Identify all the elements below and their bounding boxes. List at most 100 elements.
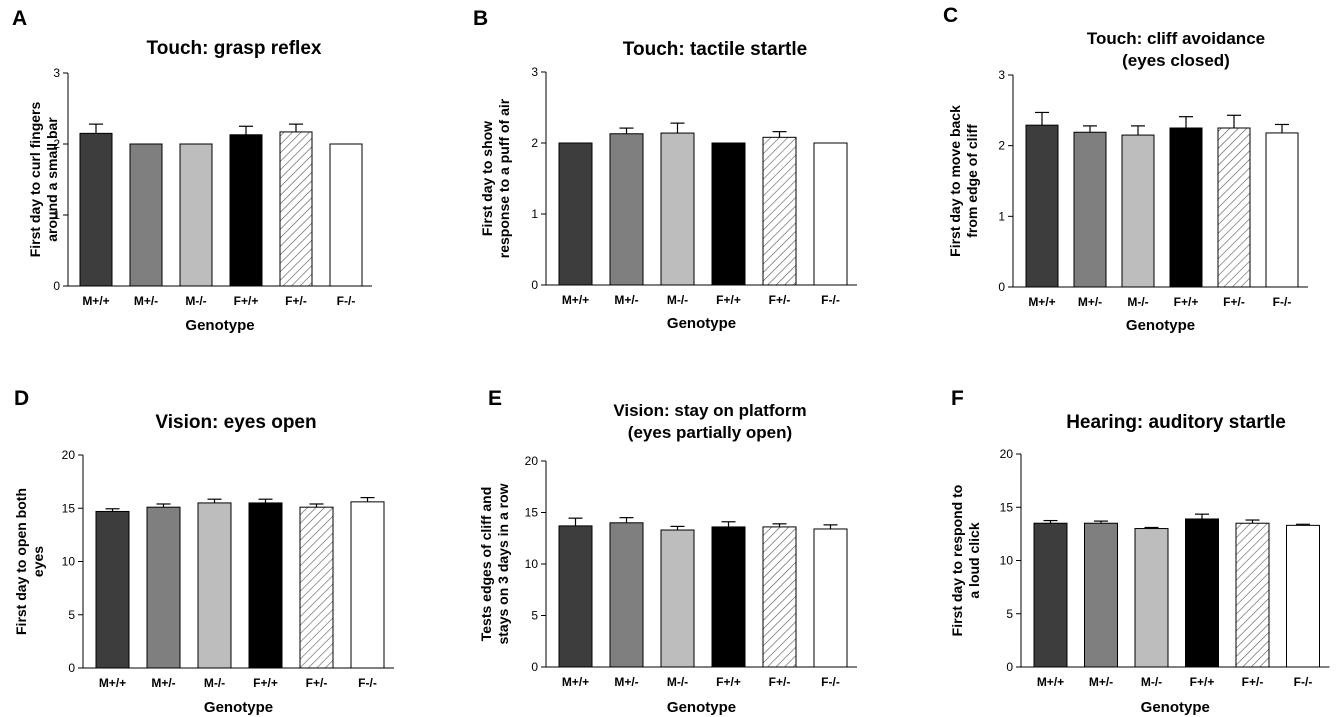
- y-axis-label: eyes: [30, 546, 46, 577]
- bar-Fpm: [279, 131, 313, 287]
- x-category-label: F-/-: [821, 293, 840, 307]
- panel-letter: F: [951, 387, 964, 410]
- x-category-label: M+/+: [1037, 675, 1064, 689]
- bar-Fpm: [1217, 127, 1251, 288]
- x-category-label: F+/-: [1223, 295, 1245, 309]
- bar-Mpm: [1073, 131, 1107, 288]
- bar-Fp+: [248, 502, 283, 669]
- y-tick-label: 20: [62, 448, 76, 462]
- bar-Mp+: [1025, 124, 1059, 288]
- x-axis-label: Genotype: [667, 699, 736, 716]
- y-tick-label: 0: [531, 660, 538, 674]
- panel-letter: B: [473, 7, 488, 30]
- y-tick-label: 0: [531, 278, 538, 292]
- x-category-label: M+/-: [614, 675, 638, 689]
- bar-Fpm: [762, 136, 797, 286]
- chart-panel-c: C Touch: cliff avoidance (eyes closed) Firs…: [943, 4, 1308, 334]
- y-axis-label: from edge of cliff: [964, 124, 980, 238]
- bar-Mp+: [558, 142, 593, 286]
- x-category-label: M-/-: [185, 294, 206, 308]
- bar-Mm-: [660, 132, 695, 286]
- x-category-label: M+/+: [99, 676, 126, 690]
- x-category-label: F+/-: [1242, 675, 1264, 689]
- x-category-label: M+/-: [1078, 295, 1102, 309]
- chart-title: Hearing: auditory startle: [1066, 412, 1286, 433]
- bar-Fm-: [813, 528, 848, 668]
- bar-Mp+: [558, 525, 593, 668]
- y-axis-label: First day to move back: [947, 105, 963, 257]
- x-category-label: F+/-: [306, 676, 328, 690]
- y-tick-label: 5: [531, 609, 538, 623]
- y-tick-label: 1: [531, 207, 538, 221]
- bar-Fm-: [813, 142, 848, 286]
- x-category-label: F+/+: [253, 676, 278, 690]
- x-category-label: F+/+: [716, 675, 741, 689]
- bar-Mm-: [179, 143, 213, 287]
- x-axis-label: Genotype: [1141, 699, 1210, 716]
- chart-title: (eyes partially open): [628, 423, 792, 442]
- bar-Fp+: [1169, 127, 1203, 288]
- chart-panel-b: B Touch: tactile startle First day to show…: [473, 7, 857, 332]
- y-tick-label: 0: [998, 280, 1005, 294]
- bar-Fm-: [329, 143, 363, 287]
- bar-Mp+: [79, 132, 113, 287]
- panel-letter: C: [943, 4, 958, 27]
- panel-letter: D: [14, 387, 29, 410]
- chart-title: Touch: grasp reflex: [147, 38, 322, 59]
- x-category-label: M-/-: [1127, 295, 1148, 309]
- chart-title: Touch: tactile startle: [623, 39, 807, 60]
- x-category-label: F+/+: [1174, 295, 1199, 309]
- x-category-label: M+/-: [134, 294, 158, 308]
- x-category-label: M-/-: [667, 675, 688, 689]
- x-category-label: F+/+: [234, 294, 259, 308]
- x-category-label: M-/-: [667, 293, 688, 307]
- x-category-label: M+/-: [614, 293, 638, 307]
- chart-title: Vision: stay on platform: [613, 401, 806, 420]
- x-category-label: M+/+: [1028, 295, 1055, 309]
- chart-panel-f: F Hearing: auditory startle First day to r…: [949, 387, 1330, 716]
- y-tick-label: 10: [1000, 554, 1014, 568]
- y-tick-label: 2: [53, 137, 60, 151]
- bar-Fp+: [711, 526, 746, 668]
- bar-Fpm: [299, 506, 334, 669]
- y-tick-label: 3: [998, 68, 1005, 82]
- y-axis-label: Tests edges of cliff and: [478, 487, 494, 642]
- x-category-label: M+/-: [1089, 675, 1113, 689]
- x-category-label: F-/-: [337, 294, 356, 308]
- x-category-label: F+/-: [769, 675, 791, 689]
- x-category-label: F+/-: [285, 294, 307, 308]
- y-axis-label: First day to respond to: [949, 485, 965, 637]
- bar-Mm-: [1134, 528, 1169, 668]
- x-category-label: M+/+: [82, 294, 109, 308]
- x-category-label: M+/+: [562, 293, 589, 307]
- x-axis-label: Genotype: [185, 317, 254, 334]
- y-axis-label: response to a puff of air: [496, 98, 512, 258]
- chart-title: (eyes closed): [1122, 51, 1230, 70]
- bar-Mm-: [1121, 134, 1155, 288]
- y-tick-label: 0: [53, 279, 60, 293]
- y-axis-label: a loud click: [966, 522, 982, 598]
- y-axis-label: around a small bar: [44, 117, 60, 242]
- y-tick-label: 2: [531, 136, 538, 150]
- bar-Mp+: [95, 510, 130, 669]
- chart-panel-a: A Touch: grasp reflex First day to curl fi…: [12, 7, 372, 334]
- chart-panel-d: D Vision: eyes open First day to open both…: [13, 387, 394, 716]
- y-tick-label: 2: [998, 139, 1005, 153]
- y-tick-label: 10: [62, 555, 76, 569]
- chart-title: Touch: cliff avoidance: [1087, 29, 1265, 48]
- x-category-label: F+/-: [769, 293, 791, 307]
- y-tick-label: 3: [53, 66, 60, 80]
- x-axis-label: Genotype: [1126, 317, 1195, 334]
- bar-Fpm: [762, 526, 797, 668]
- bar-Mpm: [609, 133, 644, 286]
- x-category-label: F-/-: [821, 675, 840, 689]
- y-tick-label: 15: [525, 506, 539, 520]
- y-tick-label: 1: [998, 209, 1005, 223]
- bar-Fp+: [229, 134, 263, 287]
- y-tick-label: 15: [62, 501, 76, 515]
- x-category-label: F-/-: [1294, 675, 1313, 689]
- y-tick-label: 10: [525, 557, 539, 571]
- bar-Mm-: [660, 529, 695, 668]
- bar-Mpm: [1084, 522, 1118, 668]
- panel-letter: A: [12, 7, 27, 30]
